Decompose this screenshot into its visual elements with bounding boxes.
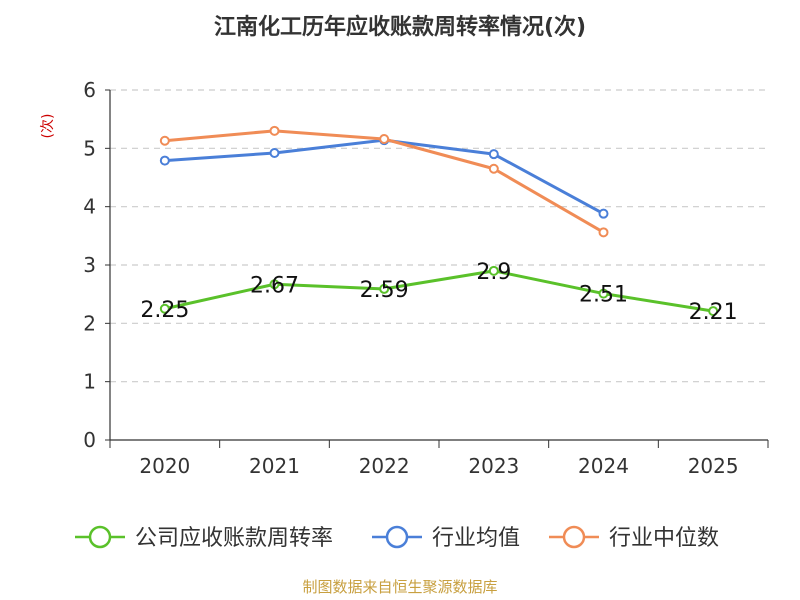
y-tick-label: 0 — [83, 428, 96, 452]
data-label-2025: 2.21 — [689, 300, 738, 325]
data-point-0-2021[interactable] — [269, 279, 280, 290]
x-tick-label-2025: 2025 — [688, 454, 739, 478]
data-point-0-2024[interactable] — [598, 288, 609, 299]
data-point-0-2023[interactable] — [488, 265, 499, 276]
y-tick-label: 1 — [83, 370, 96, 394]
data-label-2021: 2.67 — [250, 273, 299, 298]
y-tick-label: 3 — [83, 253, 96, 277]
legend-label: 行业中位数 — [609, 526, 719, 551]
legend-item-1[interactable]: 行业均值 — [372, 525, 520, 551]
data-point-2-2024[interactable] — [598, 227, 609, 238]
data-point-1-2020[interactable] — [159, 155, 170, 166]
data-label-2024: 2.51 — [579, 283, 628, 308]
legend-item-2[interactable]: 行业中位数 — [549, 525, 719, 551]
data-point-2-2021[interactable] — [269, 125, 280, 136]
series-line-1 — [164, 138, 605, 215]
y-tick-label: 4 — [83, 195, 96, 219]
legend-label: 行业均值 — [432, 526, 520, 551]
x-tick-label-2023: 2023 — [468, 454, 519, 478]
data-point-2-2022[interactable] — [379, 134, 390, 144]
data-point-0-2022[interactable] — [379, 283, 390, 294]
data-point-1-2024[interactable] — [598, 208, 609, 219]
axes: 0 1 2 3 4 5 6 2020 2021 2022 2023 2024 2025 — [83, 78, 769, 478]
series-group — [159, 125, 719, 317]
data-point-1-2021[interactable] — [269, 148, 280, 158]
chart-title: 江南化工历年应收账款周转率情况(次) — [214, 14, 586, 40]
data-labels: 2.25 2.67 2.59 2.9 2.51 2.21 — [140, 260, 737, 325]
data-label-2022: 2.59 — [360, 278, 409, 303]
series-line-2 — [164, 129, 605, 234]
data-point-0-2020[interactable] — [159, 303, 170, 314]
data-point-2-2023[interactable] — [488, 163, 499, 174]
legend-label: 公司应收账款周转率 — [135, 526, 333, 551]
y-tick-label: 2 — [83, 311, 96, 335]
y-axis-label: (次) — [40, 114, 56, 139]
y-tick-label: 5 — [83, 136, 96, 160]
x-tick-label-2021: 2021 — [249, 454, 300, 478]
grid-lines — [110, 89, 768, 383]
data-point-1-2023[interactable] — [488, 149, 499, 160]
data-label-2023: 2.9 — [476, 260, 511, 285]
legend-marker — [385, 525, 409, 549]
legend-marker — [88, 525, 112, 549]
data-point-0-2025[interactable] — [708, 306, 719, 317]
x-tick-label-2020: 2020 — [139, 454, 190, 478]
x-tick-label-2024: 2024 — [578, 454, 629, 478]
data-label-2020: 2.25 — [140, 298, 189, 323]
series-line-0 — [164, 269, 714, 313]
legend-marker — [562, 525, 586, 549]
x-tick-label-2022: 2022 — [359, 454, 410, 478]
source-note: 制图数据来自恒生聚源数据库 — [302, 578, 497, 596]
legend-item-0[interactable]: 公司应收账款周转率 — [75, 525, 333, 551]
legend[interactable]: 公司应收账款周转率 行业均值 行业中位数 — [75, 525, 719, 551]
data-point-2-2020[interactable] — [159, 135, 170, 146]
y-tick-label: 6 — [83, 78, 96, 102]
